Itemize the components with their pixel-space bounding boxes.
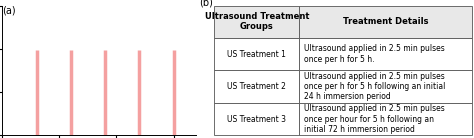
Text: US Treatment 1: US Treatment 1: [228, 50, 286, 59]
Text: Treatment Details: Treatment Details: [343, 17, 428, 26]
Text: US Treatment 3: US Treatment 3: [228, 115, 286, 124]
Text: Ultrasound Treatment
Groups: Ultrasound Treatment Groups: [205, 12, 309, 31]
Bar: [299, 38, 472, 70]
Text: US Treatment 2: US Treatment 2: [228, 82, 286, 91]
Text: (b): (b): [199, 0, 213, 8]
Bar: [299, 103, 472, 135]
Bar: [214, 38, 299, 70]
Bar: [214, 6, 299, 38]
Text: (a): (a): [2, 6, 16, 15]
Bar: [299, 6, 472, 38]
Text: Ultrasound applied in 2.5 min pulses
once per hour for 5 h following an
initial : Ultrasound applied in 2.5 min pulses onc…: [304, 104, 445, 134]
Bar: [299, 70, 472, 103]
Text: Ultrasound applied in 2.5 min pulses
once per h for 5 h.: Ultrasound applied in 2.5 min pulses onc…: [304, 44, 445, 64]
Bar: [214, 70, 299, 103]
Bar: [214, 103, 299, 135]
Text: Ultrasound applied in 2.5 min pulses
once per h for 5 h following an initial
24 : Ultrasound applied in 2.5 min pulses onc…: [304, 72, 446, 101]
